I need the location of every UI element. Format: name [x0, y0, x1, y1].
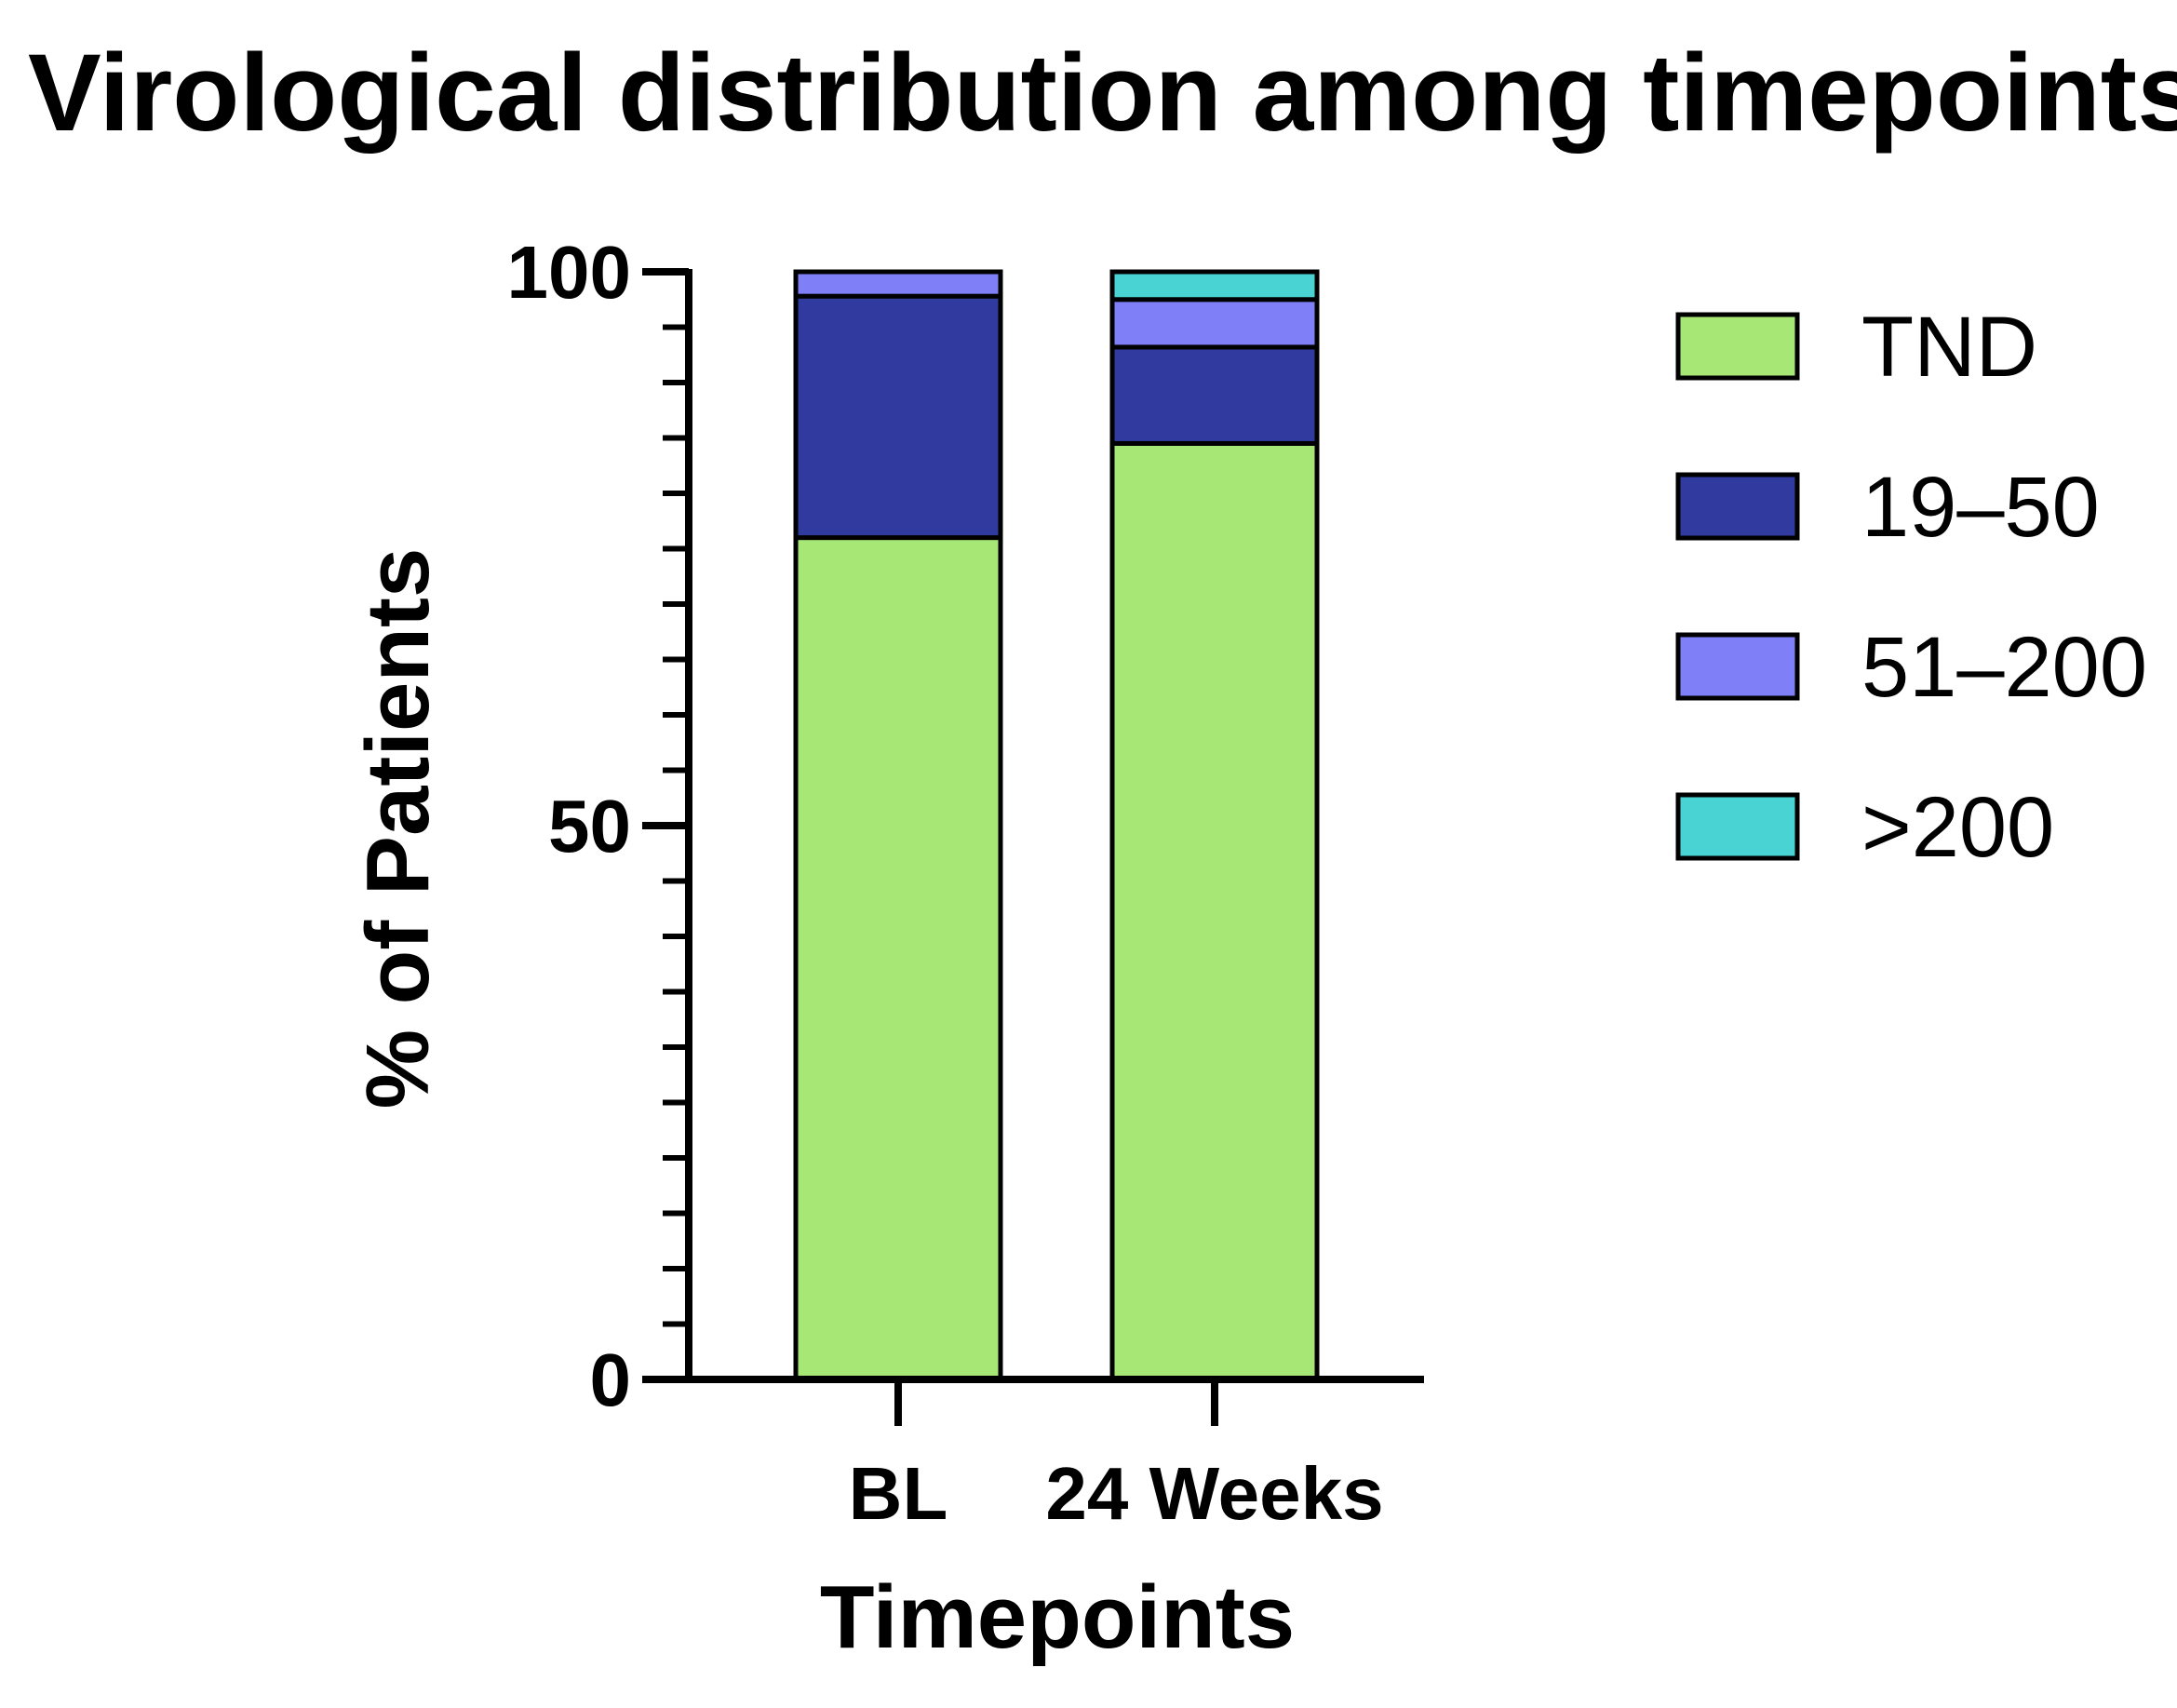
bar-segment-2-4 — [1109, 269, 1320, 303]
legend-label: 51–200 — [1861, 620, 2147, 715]
y-tick-label: 0 — [590, 1338, 632, 1421]
legend-swatch — [1675, 312, 1800, 381]
bar-segment-1-3 — [793, 269, 1003, 299]
x-axis-label: Timepoints — [820, 1567, 1295, 1667]
legend-swatch — [1675, 472, 1800, 541]
legend: TND 19–50 51–200 >200 — [1675, 300, 2147, 875]
bar-segment-1-2 — [793, 293, 1003, 541]
x-tick-label: 24 Weeks — [1045, 1452, 1383, 1535]
legend-swatch — [1675, 792, 1800, 861]
y-tick-label: 100 — [507, 231, 631, 314]
legend-swatch — [1675, 632, 1800, 701]
legend-label: >200 — [1861, 780, 2054, 875]
y-tick-label: 50 — [548, 785, 631, 867]
bar-segment-2-2 — [1109, 344, 1320, 446]
legend-label: 19–50 — [1861, 460, 2100, 555]
plot-area: 0 50 100 BL 24 Weeks — [507, 231, 1424, 1535]
bar-segment-2-3 — [1109, 297, 1320, 350]
bar-segment-2-1 — [1109, 440, 1320, 1382]
chart-title: Virological distribution among timepoint… — [28, 32, 2177, 155]
y-axis-label: % of Patients — [348, 548, 448, 1110]
x-tick-label: BL — [849, 1452, 948, 1535]
legend-label: TND — [1861, 300, 2037, 395]
bar-segment-1-1 — [793, 535, 1003, 1382]
